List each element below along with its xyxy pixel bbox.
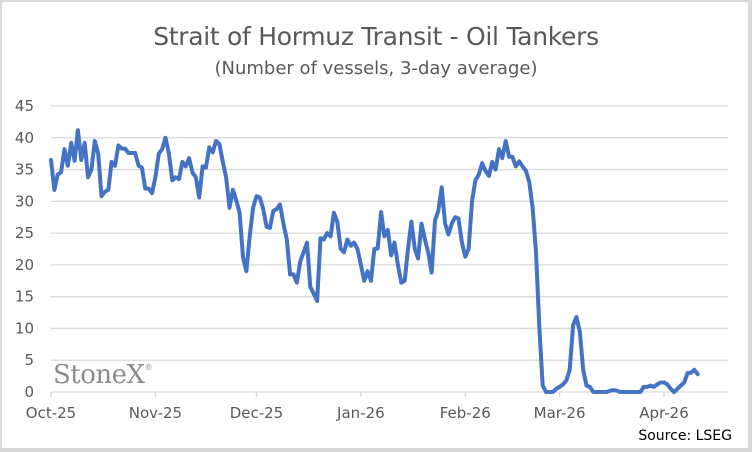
y-tick-label: 20 xyxy=(15,256,34,274)
x-tick-label: Apr-26 xyxy=(639,404,689,422)
source-label: Source: LSEG xyxy=(638,428,732,444)
x-tick-label: Mar-26 xyxy=(534,404,586,422)
y-tick-label: 30 xyxy=(15,192,34,210)
x-tick-label: Oct-25 xyxy=(26,404,76,422)
y-tick-label: 15 xyxy=(15,288,34,306)
stonex-logo: StoneX® xyxy=(53,360,153,390)
y-tick-label: 10 xyxy=(15,319,34,337)
y-tick-label: 25 xyxy=(15,224,34,242)
y-tick-label: 0 xyxy=(24,383,34,401)
chart-frame xyxy=(2,2,748,448)
y-tick-label: 5 xyxy=(24,351,34,369)
x-axis: Oct-25 Nov-25 Dec-25 Jan-26 Feb-26 Mar-26 Apr-… xyxy=(26,391,728,422)
y-tick-label: 40 xyxy=(15,129,34,147)
logo-text: StoneX xyxy=(53,360,145,390)
y-axis-labels: 0 5 10 15 20 25 30 35 40 45 xyxy=(15,97,34,401)
chart-subtitle: (Number of vessels, 3-day average) xyxy=(214,58,538,79)
chart-title: Strait of Hormuz Transit - Oil Tankers xyxy=(153,22,599,51)
y-tick-label: 35 xyxy=(15,161,34,179)
x-tick-label: Jan-26 xyxy=(336,404,385,422)
registered-mark: ® xyxy=(144,363,153,372)
gridlines xyxy=(51,105,728,361)
series-line xyxy=(49,128,700,394)
x-tick-label: Feb-26 xyxy=(440,404,491,422)
x-tick-label: Nov-25 xyxy=(129,404,182,422)
x-tick-label: Dec-25 xyxy=(230,404,284,422)
y-tick-label: 45 xyxy=(15,97,34,115)
